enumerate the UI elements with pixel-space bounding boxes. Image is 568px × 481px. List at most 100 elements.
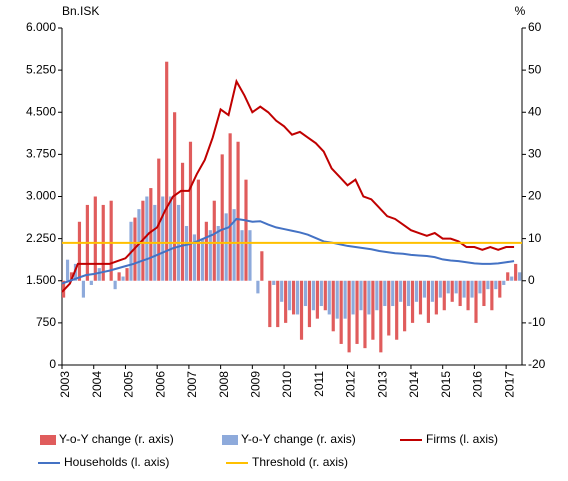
legend-label: Y-o-Y change (r. axis) — [241, 432, 356, 446]
bar — [323, 280, 327, 311]
x-tick-label: 2014 — [407, 371, 421, 398]
bar — [375, 280, 379, 311]
right-axis-unit: % — [515, 4, 526, 18]
bar — [121, 276, 125, 281]
bar — [470, 280, 474, 298]
bar — [442, 280, 446, 311]
line — [61, 217, 515, 285]
x-tick-label: 2005 — [122, 371, 136, 398]
bar — [268, 280, 272, 328]
bar — [490, 280, 494, 311]
y2-tick-label: 30 — [528, 147, 542, 161]
bar — [379, 280, 383, 353]
bar — [288, 280, 292, 311]
legend-label: Firms (l. axis) — [426, 432, 498, 446]
x-tick-label: 2007 — [185, 371, 199, 398]
bar — [371, 280, 375, 340]
y2-tick-label: -10 — [528, 315, 546, 329]
bar — [438, 280, 442, 298]
bar — [462, 280, 466, 298]
bar — [367, 280, 371, 315]
bar — [196, 179, 200, 281]
bar — [204, 221, 208, 281]
x-tick-label: 2004 — [90, 371, 104, 398]
bar — [311, 280, 315, 311]
bar — [260, 251, 264, 281]
bar — [200, 238, 204, 281]
y-tick-label: 5.250 — [26, 62, 56, 76]
bar — [89, 280, 93, 285]
bar — [450, 280, 454, 302]
bar — [363, 280, 367, 349]
y-tick-label: 750 — [36, 315, 56, 329]
x-tick-label: 2011 — [312, 371, 326, 397]
bar — [161, 196, 165, 281]
bar — [180, 162, 185, 281]
bar — [359, 280, 363, 311]
y-tick-label: 3.000 — [26, 189, 56, 203]
bar — [232, 209, 236, 281]
bar — [77, 221, 82, 281]
bar — [510, 276, 514, 281]
bar — [93, 196, 97, 281]
bar — [351, 280, 355, 315]
bar — [387, 280, 391, 336]
legend-swatch — [222, 435, 238, 445]
bar — [208, 230, 212, 281]
bar — [224, 213, 228, 281]
bar — [466, 280, 470, 311]
bar — [292, 280, 296, 315]
bar — [272, 280, 276, 285]
bar — [414, 280, 419, 302]
y-tick-label: 3.750 — [26, 147, 56, 161]
bar — [383, 280, 387, 307]
y-tick-label: 0 — [49, 357, 56, 371]
x-tick-label: 2013 — [375, 371, 389, 398]
bar — [299, 280, 304, 340]
bar — [347, 280, 351, 353]
bar — [220, 154, 224, 281]
bar — [236, 141, 240, 281]
x-tick-label: 2017 — [502, 371, 516, 398]
x-tick-label: 2009 — [249, 371, 263, 398]
bar — [284, 280, 288, 323]
bar — [276, 280, 280, 328]
bar — [192, 234, 197, 281]
y2-tick-label: 40 — [528, 104, 542, 118]
bar — [502, 280, 506, 285]
bar — [331, 280, 335, 332]
bar — [434, 280, 438, 315]
x-tick-label: 2008 — [217, 371, 231, 398]
legend-swatch — [40, 435, 56, 445]
y2-tick-label: -20 — [528, 357, 546, 371]
bar — [216, 225, 220, 281]
bar — [169, 196, 173, 281]
bar — [486, 280, 490, 290]
bar — [506, 272, 510, 281]
bar — [399, 280, 403, 302]
bar — [303, 280, 308, 307]
legend-label: Y-o-Y change (r. axis) — [59, 432, 174, 446]
bar — [426, 280, 430, 323]
bar — [109, 200, 113, 281]
bar — [149, 188, 153, 281]
bar — [355, 280, 359, 344]
bar — [125, 268, 129, 281]
bar — [244, 179, 248, 281]
bar — [514, 263, 518, 281]
bar — [165, 61, 169, 281]
bar — [81, 280, 85, 298]
bar — [474, 280, 478, 323]
bar — [391, 280, 395, 307]
bar — [315, 280, 319, 319]
bar — [407, 280, 411, 307]
bar — [518, 272, 522, 281]
bar — [97, 268, 101, 281]
y2-tick-label: 20 — [528, 189, 542, 203]
bar — [319, 280, 323, 307]
bar — [446, 280, 450, 294]
y2-tick-label: 60 — [528, 20, 542, 34]
bar — [184, 225, 189, 281]
bar — [295, 280, 300, 315]
